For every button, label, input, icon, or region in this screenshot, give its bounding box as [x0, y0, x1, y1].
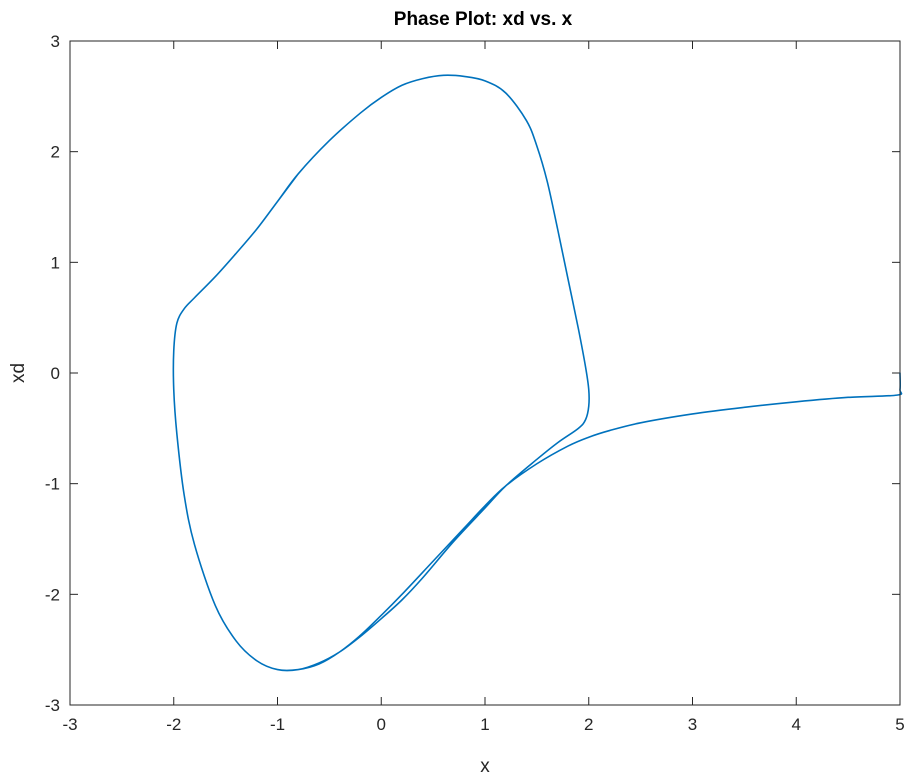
axes-box	[69, 40, 901, 706]
series-line	[172, 74, 903, 672]
y-tick-label: -2	[45, 585, 60, 604]
x-tick-label: 3	[688, 715, 697, 734]
y-tick-label: 2	[51, 143, 60, 162]
x-axis-label: x	[480, 756, 490, 777]
x-tick-label: 4	[792, 715, 801, 734]
x-tick-label: 2	[584, 715, 593, 734]
x-tick-label: 5	[895, 715, 904, 734]
tick-labels: -3 -2 -1 0 1 2 3 4 5 -3 -2 -1 0 1 2 3	[45, 32, 905, 734]
y-tick-label: -1	[45, 475, 60, 494]
x-tick-label: 1	[480, 715, 489, 734]
x-tick-label: -3	[62, 715, 77, 734]
y-tick-label: 1	[51, 253, 60, 272]
x-tick-label: -2	[166, 715, 181, 734]
y-tick-label: -3	[45, 696, 60, 715]
chart-title: Phase Plot: xd vs. x	[394, 9, 573, 30]
plot-lines	[172, 74, 903, 672]
y-tick-label: 3	[51, 32, 60, 51]
x-tick-label: -1	[270, 715, 285, 734]
x-tick-label: 0	[377, 715, 386, 734]
y-axis-label: xd	[8, 363, 29, 383]
y-tick-label: 0	[51, 364, 60, 383]
